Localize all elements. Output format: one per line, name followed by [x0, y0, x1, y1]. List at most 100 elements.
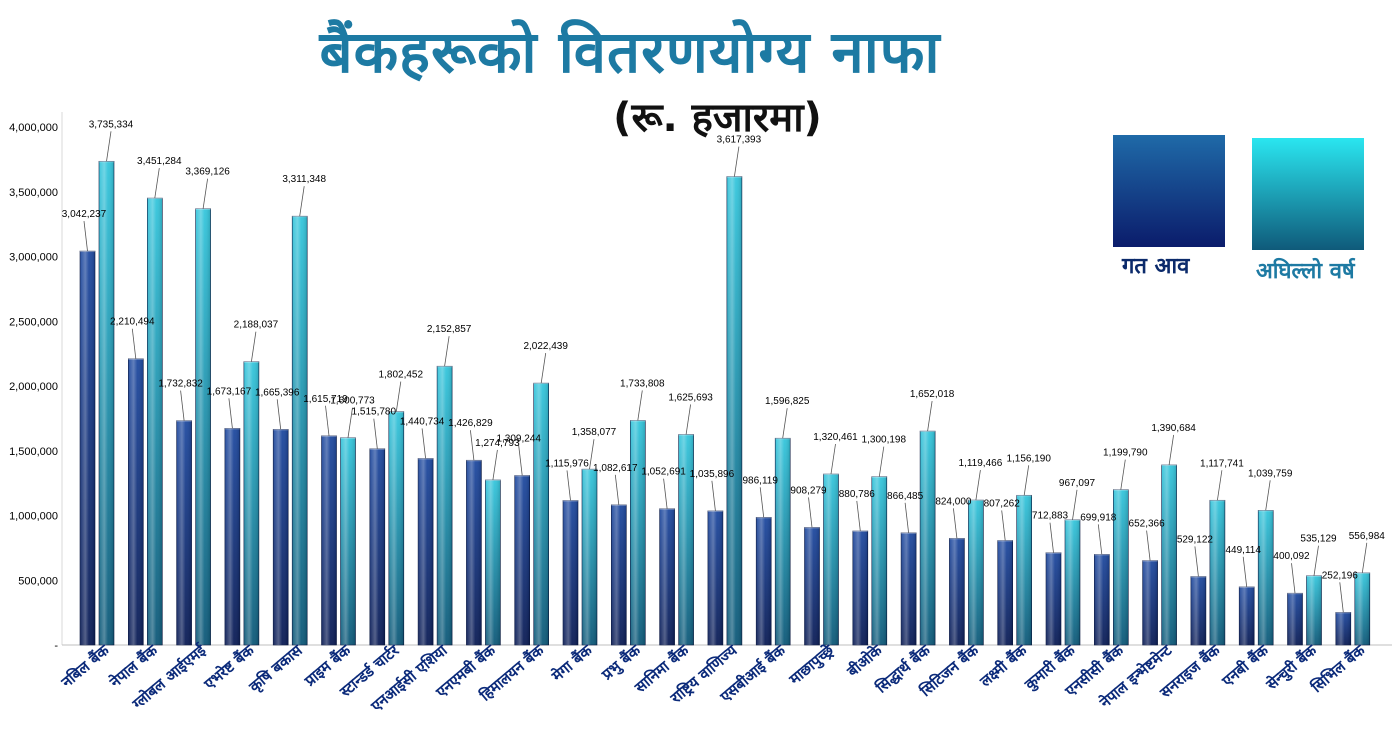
- leader-line-previous: [540, 353, 547, 384]
- bar-previous: [1257, 508, 1274, 646]
- bar-previous: [968, 498, 984, 646]
- x-tick-label: सिभिल बैंक: [1307, 640, 1369, 696]
- bar-current: [1335, 610, 1352, 646]
- value-label-previous: 1,119,466: [959, 458, 1003, 469]
- leader-line-previous: [734, 146, 740, 177]
- bar-current: [949, 536, 965, 646]
- leader-line-previous: [1361, 542, 1368, 573]
- legend-swatch-previous: [1252, 138, 1364, 250]
- value-label-current: 1,052,691: [641, 467, 686, 478]
- value-label-current: 1,732,832: [158, 379, 203, 390]
- value-label-previous: 1,320,461: [813, 432, 858, 443]
- leader-line-previous: [830, 443, 836, 475]
- value-label-current: 1,115,976: [545, 458, 589, 469]
- bar-previous: [774, 436, 791, 646]
- leader-line-previous: [347, 407, 353, 438]
- bar-previous: [581, 467, 598, 646]
- leader-line-current: [1339, 582, 1344, 613]
- bar-previous: [388, 409, 405, 646]
- value-label-current: 652,366: [1129, 519, 1166, 530]
- y-tick-label: -: [54, 640, 58, 652]
- leader-line-current: [276, 399, 282, 430]
- leader-line-current: [373, 418, 378, 449]
- leader-line-previous: [1265, 480, 1271, 511]
- leader-line-previous: [492, 449, 498, 480]
- bar-current: [1142, 558, 1158, 646]
- legend-swatch-current: [1113, 135, 1225, 247]
- value-label-current: 3,042,237: [62, 209, 107, 220]
- leader-line-previous: [1217, 470, 1223, 501]
- leader-line-current: [1001, 510, 1006, 541]
- bar-current: [659, 506, 675, 646]
- value-label-previous: 1,300,198: [862, 435, 907, 446]
- leader-line-current: [1242, 556, 1248, 587]
- leader-line-previous: [106, 131, 112, 162]
- leader-line-current: [1146, 530, 1151, 561]
- value-label-previous: 2,152,857: [427, 324, 472, 335]
- leader-line-current: [614, 474, 620, 505]
- leader-lines: [83, 131, 1368, 613]
- leader-line-previous: [154, 167, 160, 199]
- value-label-previous: 1,596,825: [765, 396, 810, 407]
- bar-current: [1190, 574, 1207, 646]
- bar-current: [997, 538, 1014, 646]
- x-tick-label: लक्ष्मी बैंक: [976, 640, 1032, 691]
- value-label-previous: 3,735,334: [89, 119, 134, 130]
- value-label-previous: 3,451,284: [137, 156, 182, 167]
- leader-line-current: [421, 428, 426, 459]
- leader-line-previous: [1072, 489, 1078, 520]
- leader-line-previous: [444, 336, 450, 367]
- leader-line-current: [470, 430, 475, 461]
- bar-previous: [1016, 493, 1033, 646]
- leader-line-previous: [395, 381, 402, 412]
- value-label-previous: 1,600,773: [330, 396, 375, 407]
- bar-current: [900, 530, 917, 646]
- value-label-previous: 1,733,808: [620, 378, 665, 389]
- leader-line-current: [566, 470, 571, 501]
- leader-line-current: [759, 487, 765, 518]
- bar-current: [610, 502, 627, 646]
- y-tick-labels: - 500,000 1,000,000 1,500,000 2,000,000 2,500…: [9, 122, 58, 652]
- y-tick-label: 3,000,000: [9, 252, 58, 264]
- leader-line-current: [663, 478, 668, 509]
- value-label-current: 880,786: [839, 489, 876, 500]
- leader-line-current: [904, 502, 909, 533]
- value-label-current: 400,092: [1273, 551, 1310, 562]
- value-label-previous: 1,274,793: [475, 438, 520, 449]
- x-tick-label: कृषि बकास: [245, 641, 307, 698]
- leader-line-current: [131, 328, 137, 359]
- value-label-current: 2,210,494: [110, 317, 155, 328]
- leader-line-current: [180, 390, 185, 421]
- bar-previous: [823, 472, 839, 646]
- bar-previous: [919, 429, 936, 646]
- value-label-current: 1,082,617: [593, 463, 638, 474]
- bar-current: [466, 458, 482, 646]
- value-label-current: 1,426,829: [448, 418, 493, 429]
- bar-current: [804, 525, 820, 646]
- bar-previous: [485, 477, 501, 646]
- bar-current: [1045, 550, 1062, 646]
- leader-line-previous: [251, 331, 257, 362]
- bar-current: [514, 473, 531, 646]
- value-label-current: 986,119: [742, 475, 778, 486]
- bar-current: [707, 508, 724, 646]
- bar-previous: [629, 418, 646, 646]
- leader-line-current: [1049, 522, 1054, 553]
- bar-current: [176, 418, 192, 646]
- y-tick-label: 1,000,000: [9, 511, 58, 523]
- x-tick-label: नबिल बैंक: [57, 640, 114, 692]
- bar-previous: [1161, 462, 1177, 646]
- bar-previous: [147, 196, 163, 646]
- legend-label-previous: अघिल्लो वर्ष: [1256, 259, 1355, 284]
- value-label-current: 1,035,896: [690, 469, 735, 480]
- value-label-current: 1,309,244: [496, 433, 541, 444]
- leader-line-current: [228, 398, 233, 429]
- leader-line-current: [1291, 563, 1296, 594]
- leader-line-current: [856, 500, 861, 531]
- leader-line-previous: [589, 439, 595, 470]
- value-label-current: 699,918: [1080, 512, 1117, 523]
- y-tick-label: 2,000,000: [9, 381, 58, 393]
- bar-current: [224, 426, 241, 646]
- bar-current: [755, 515, 772, 646]
- bar-previous: [726, 174, 743, 646]
